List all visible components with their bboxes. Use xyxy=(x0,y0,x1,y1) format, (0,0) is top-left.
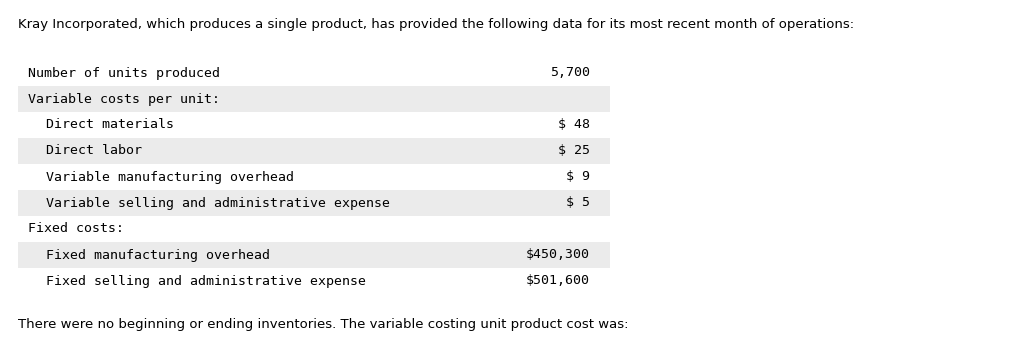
Text: 5,700: 5,700 xyxy=(550,66,590,80)
Text: $ 25: $ 25 xyxy=(558,145,590,157)
Text: $501,600: $501,600 xyxy=(526,274,590,288)
Text: There were no beginning or ending inventories. The variable costing unit product: There were no beginning or ending invent… xyxy=(18,318,628,331)
Text: Kray Incorporated, which produces a single product, has provided the following d: Kray Incorporated, which produces a sing… xyxy=(18,18,854,31)
Bar xyxy=(18,138,610,164)
Text: Variable costs per unit:: Variable costs per unit: xyxy=(28,92,220,106)
Bar xyxy=(18,86,610,112)
Text: Number of units produced: Number of units produced xyxy=(28,66,220,80)
Text: Fixed selling and administrative expense: Fixed selling and administrative expense xyxy=(46,274,366,288)
Text: Variable manufacturing overhead: Variable manufacturing overhead xyxy=(46,171,294,183)
Text: $ 5: $ 5 xyxy=(566,197,590,209)
Bar xyxy=(18,190,610,216)
Text: $450,300: $450,300 xyxy=(526,248,590,262)
Text: Direct materials: Direct materials xyxy=(46,118,174,131)
Text: Variable selling and administrative expense: Variable selling and administrative expe… xyxy=(46,197,390,209)
Bar xyxy=(18,242,610,268)
Text: Fixed costs:: Fixed costs: xyxy=(28,222,124,236)
Text: $ 48: $ 48 xyxy=(558,118,590,131)
Text: Direct labor: Direct labor xyxy=(46,145,142,157)
Text: Fixed manufacturing overhead: Fixed manufacturing overhead xyxy=(46,248,270,262)
Text: $ 9: $ 9 xyxy=(566,171,590,183)
